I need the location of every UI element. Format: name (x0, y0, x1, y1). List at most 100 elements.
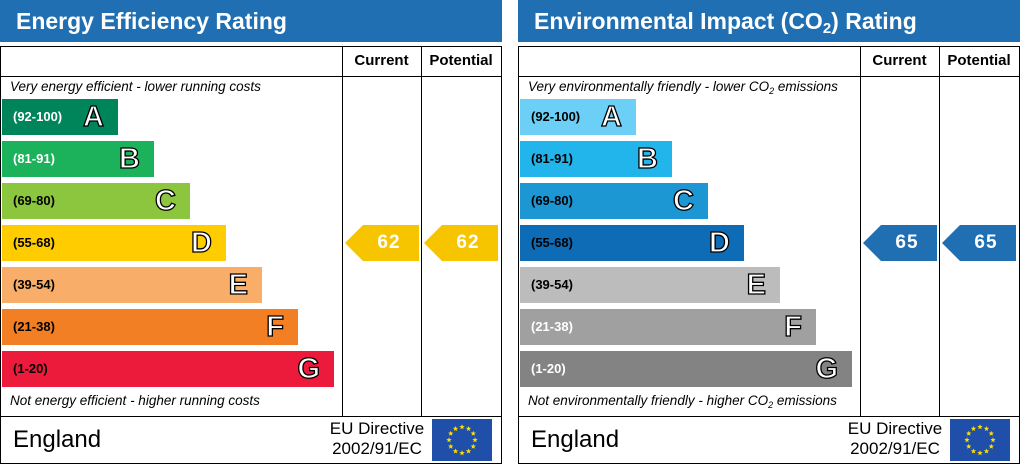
eu-flag-star (452, 425, 459, 432)
rating-band-range: (81-91) (13, 151, 55, 166)
eu-flag-star (983, 425, 990, 432)
top-note-tail: emissions (774, 79, 838, 94)
rating-band-range: (81-91) (531, 151, 573, 166)
eu-flag-star (966, 443, 972, 449)
eu-directive-line2: 2002/91/EC (332, 439, 422, 458)
country-label: England (13, 426, 102, 453)
eu-flag-star (977, 424, 983, 430)
eu-flag-star (964, 437, 970, 443)
footer-divider (518, 416, 1020, 417)
rating-band-letter: A (600, 100, 622, 133)
eu-directive: EU Directive 2002/91/EC (843, 419, 947, 459)
potential-rating-arrow: 62 (424, 225, 498, 261)
rating-band-g: (1-20) G (2, 351, 334, 387)
rating-band-letter: D (190, 226, 212, 259)
rating-band-letter: E (228, 268, 249, 301)
bottom-note: Not energy efficient - higher running co… (10, 393, 260, 408)
rating-band-letter: B (118, 142, 140, 175)
rating-band-f: (21-38) F (2, 309, 298, 345)
header-divider (518, 76, 1020, 77)
eu-flag-star (966, 430, 972, 436)
rating-band-letter: F (784, 310, 803, 343)
rating-band-letter: A (82, 100, 104, 133)
eu-flag-star (988, 430, 994, 436)
rating-band-range: (21-38) (13, 319, 55, 334)
potential-rating-arrow-value: 62 (456, 232, 480, 253)
bottom-note: Not environmentally friendly - higher CO… (528, 393, 837, 410)
current-column-header: Current (354, 52, 409, 69)
rating-band-range: (39-54) (531, 277, 573, 292)
rating-band-range: (39-54) (13, 277, 55, 292)
rating-band-a: (92-100) A (520, 99, 636, 135)
rating-band-letter: D (708, 226, 730, 259)
footer-divider (0, 416, 502, 417)
rating-band-letter: C (672, 184, 694, 217)
eu-flag-star (983, 448, 990, 454)
rating-band-e: (39-54) E (2, 267, 262, 303)
rating-band-d: (55-68) D (520, 225, 744, 261)
rating-band-range: (92-100) (531, 109, 581, 124)
rating-band-e: (39-54) E (520, 267, 780, 303)
panel-title-tail: ) Rating (831, 8, 917, 34)
eu-flag-star (448, 430, 454, 436)
panel-title: Energy Efficiency Rating (0, 0, 502, 42)
eu-directive-line1: EU Directive (329, 419, 425, 438)
header-divider (0, 76, 502, 77)
panel-title-subscript: 2 (822, 20, 832, 37)
eu-flag-star (988, 443, 994, 449)
rating-band-range: (55-68) (531, 235, 573, 250)
rating-band-c: (69-80) C (2, 183, 190, 219)
eu-flag-star (470, 430, 476, 436)
rating-band-range: (55-68) (13, 235, 55, 250)
rating-band-d: (55-68) D (2, 225, 226, 261)
column-divider (939, 46, 940, 417)
rating-band-range: (1-20) (13, 361, 48, 376)
panel-title: Environmental Impact (CO2) Rating (518, 0, 1020, 42)
bottom-note-subscript: 2 (768, 400, 774, 410)
rating-band-g: (1-20) G (520, 351, 852, 387)
eu-flag-icon (432, 419, 492, 461)
panel-title-text: Energy Efficiency Rating (16, 8, 287, 34)
eu-directive-line1: EU Directive (847, 419, 943, 438)
eu-flag-star (465, 448, 472, 454)
panel-title-text: Environmental Impact (CO (534, 8, 823, 34)
bottom-note-text: Not environmentally friendly - higher CO (528, 393, 769, 408)
eu-flag-star (990, 437, 996, 443)
rating-band-letter: E (746, 268, 767, 301)
rating-band-range: (69-80) (13, 193, 55, 208)
environmental-impact-panel: Environmental Impact (CO2) Rating Current… (518, 0, 1020, 464)
eu-flag-icon (950, 419, 1010, 461)
top-note-text: Very environmentally friendly - lower CO (528, 79, 770, 94)
bottom-note-text: Not energy efficient - higher running co… (10, 393, 260, 408)
eu-flag-star (448, 443, 454, 449)
eu-directive: EU Directive 2002/91/EC (325, 419, 429, 459)
rating-band-c: (69-80) C (520, 183, 708, 219)
eu-flag-star (472, 437, 478, 443)
eu-flag-star (459, 424, 465, 430)
top-note: Very energy efficient - lower running co… (10, 79, 261, 94)
potential-rating-arrow-value: 65 (974, 232, 998, 253)
current-rating-arrow-value: 62 (377, 232, 401, 253)
rating-band-f: (21-38) F (520, 309, 816, 345)
potential-column-header: Potential (947, 52, 1011, 69)
rating-band-range: (92-100) (13, 109, 63, 124)
top-note: Very environmentally friendly - lower CO… (528, 79, 838, 96)
current-rating-arrow: 65 (863, 225, 937, 261)
current-rating-arrow-value: 65 (895, 232, 919, 253)
rating-band-letter: C (154, 184, 176, 217)
rating-band-b: (81-91) B (2, 141, 154, 177)
current-column-header: Current (872, 52, 927, 69)
energy-efficiency-panel: Energy Efficiency Rating Current Potential… (0, 0, 502, 464)
rating-band-letter: F (266, 310, 285, 343)
rating-band-letter: G (297, 352, 321, 385)
rating-band-letter: B (636, 142, 658, 175)
eu-flag-star (459, 450, 465, 456)
bottom-note-tail: emissions (773, 393, 837, 408)
column-divider (421, 46, 422, 417)
rating-band-letter: G (815, 352, 839, 385)
eu-flag-star (446, 437, 452, 443)
eu-flag-star (970, 448, 977, 454)
country-label: England (531, 426, 620, 453)
column-divider (342, 46, 343, 417)
eu-directive-line2: 2002/91/EC (850, 439, 940, 458)
